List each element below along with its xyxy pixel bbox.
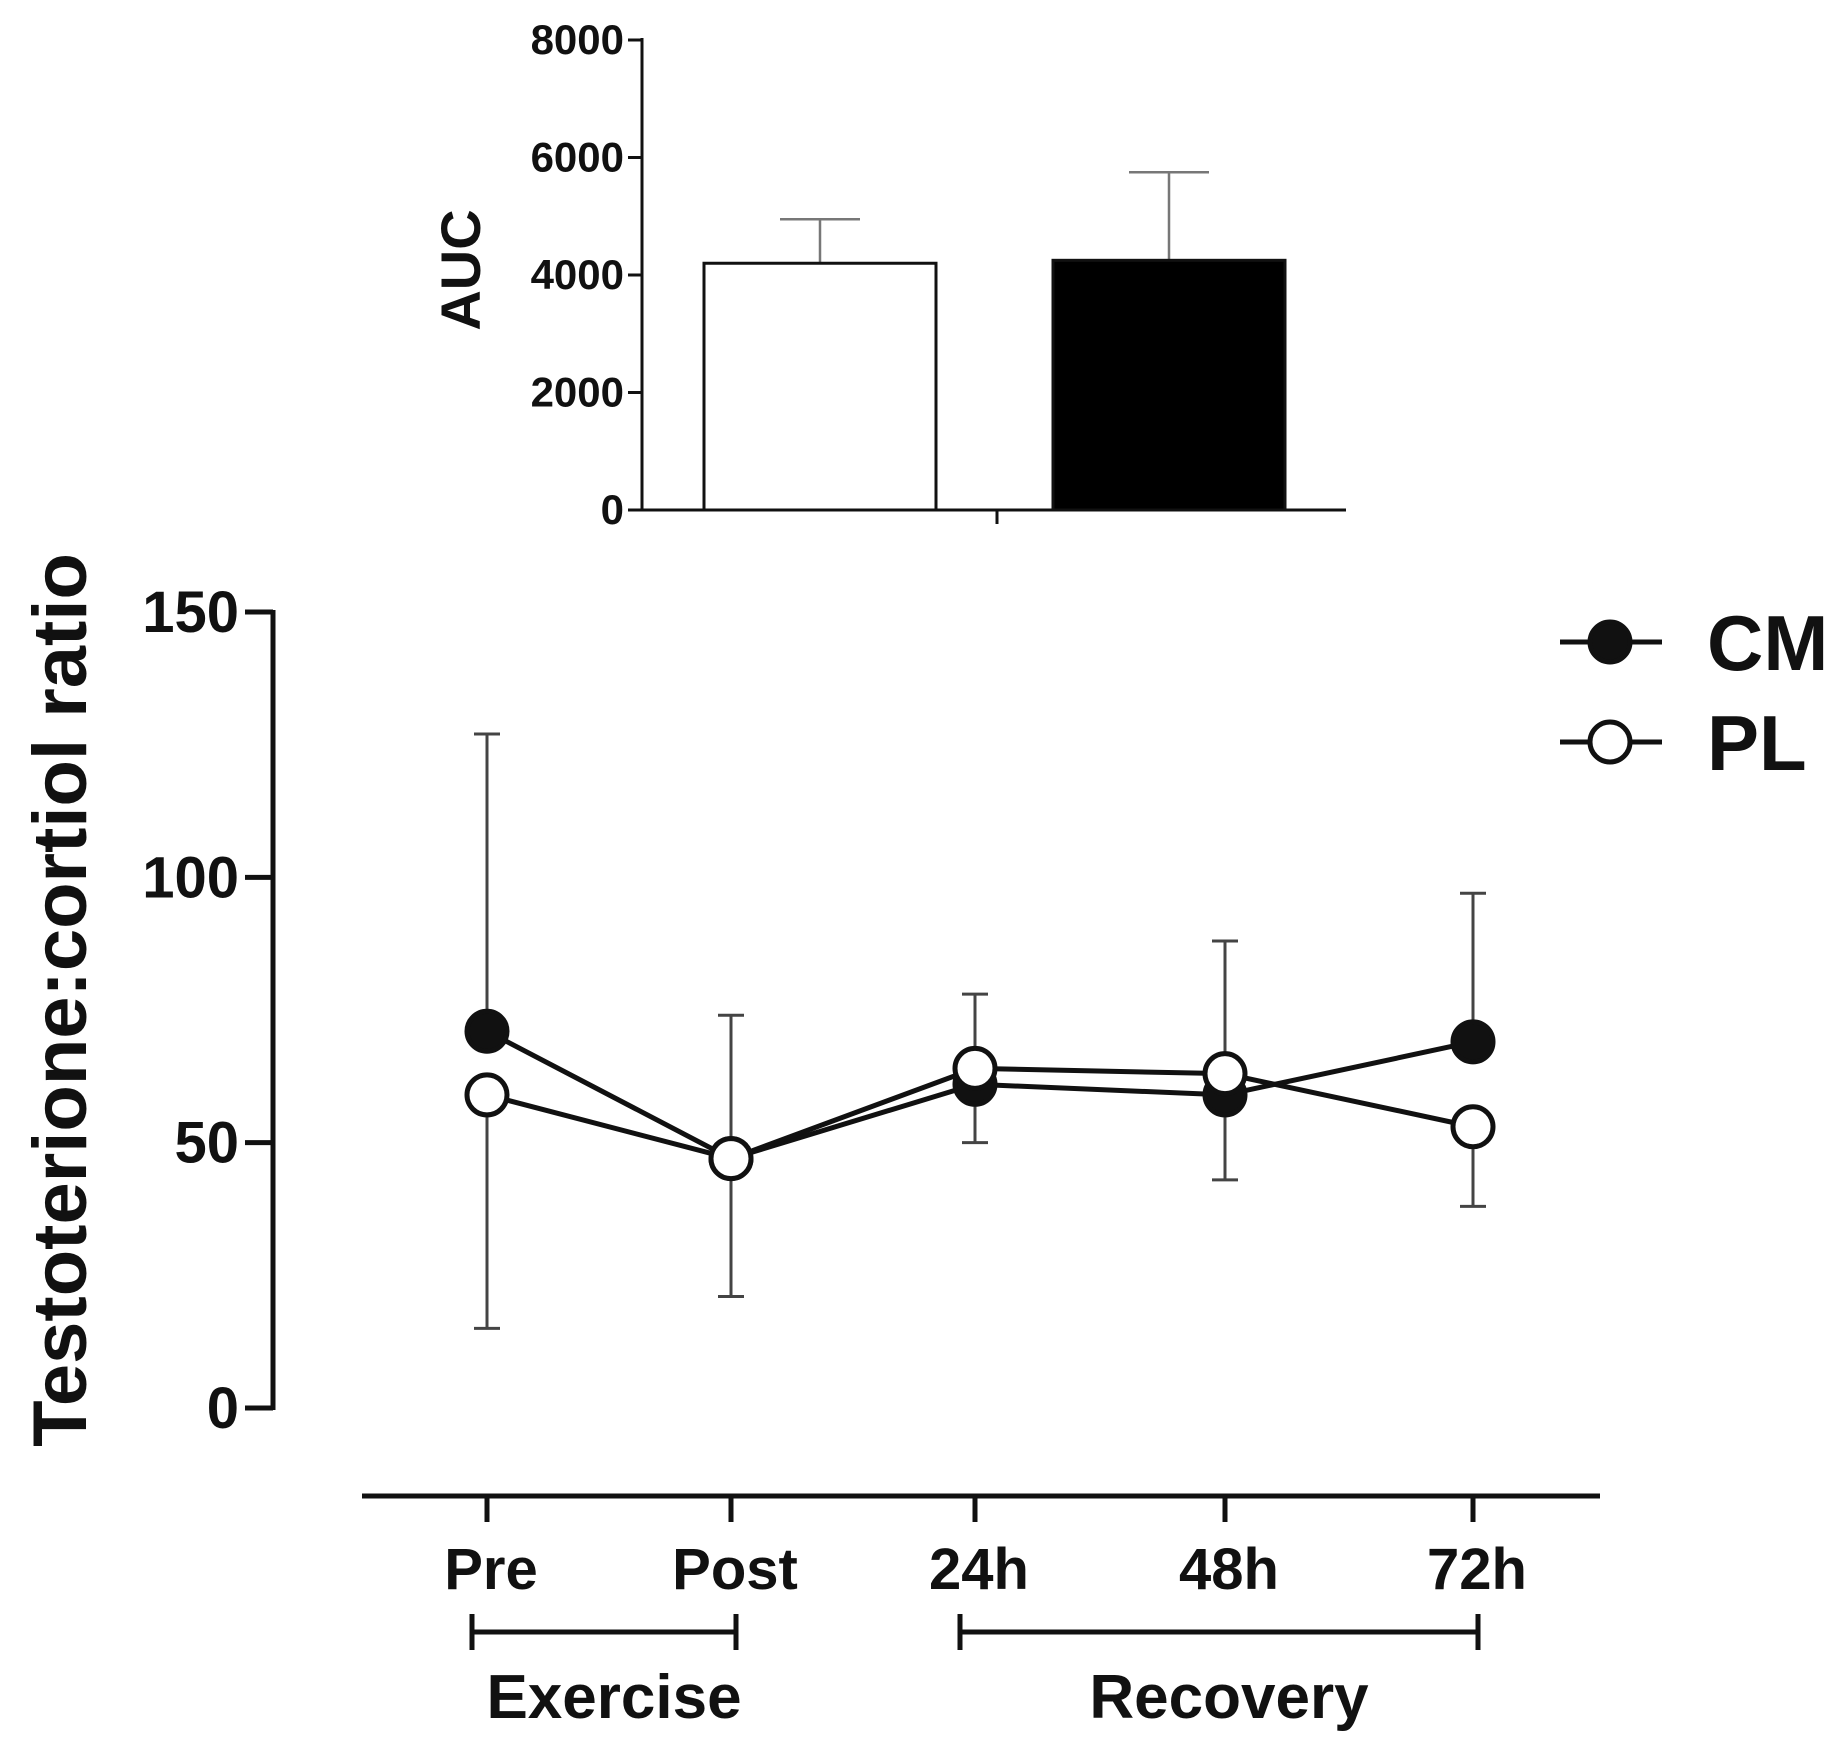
bar-y-tick-label: 2000 — [531, 369, 624, 416]
line-y-axis-label: Testoterione:cortiol ratio — [18, 553, 103, 1447]
line-x-tick-label: Post — [672, 1537, 798, 1602]
bar-cm — [1051, 258, 1287, 512]
line-x-tick-label: 48h — [1179, 1537, 1279, 1602]
ratio-line-chart: 0 50 100 150 Pre Post 24h 48h 72h Testoterione:co… — [18, 553, 1828, 1732]
legend-label-cm: CM — [1707, 599, 1828, 687]
legend-label-pl: PL — [1707, 699, 1807, 787]
bar-y-tick-label: 6000 — [531, 134, 624, 181]
line-x-tick-label: 72h — [1427, 1537, 1527, 1602]
point-pl — [464, 1072, 510, 1118]
group-label-exercise: Exercise — [486, 1663, 741, 1732]
bar-y-axis-label: AUC — [429, 209, 492, 330]
line-x-tick-label: 24h — [929, 1537, 1029, 1602]
line-x-tick-label: Pre — [444, 1537, 538, 1602]
legend-marker-cm — [1587, 619, 1633, 665]
legend-marker-pl — [1587, 719, 1633, 765]
line-y-tick-label: 0 — [207, 1376, 239, 1441]
point-pl — [1202, 1051, 1248, 1097]
group-label-recovery: Recovery — [1089, 1663, 1369, 1732]
point-pl — [1450, 1104, 1496, 1150]
point-pl — [952, 1045, 998, 1091]
line-y-tick-label: 50 — [174, 1111, 239, 1176]
line-y-tick-label: 150 — [142, 580, 239, 645]
point-cm — [1450, 1019, 1496, 1065]
line-y-tick-label: 100 — [142, 845, 239, 910]
point-cm — [464, 1008, 510, 1054]
auc-bar-chart: 0 2000 4000 6000 8000 AUC — [429, 16, 1346, 533]
bar-y-tick-label: 0 — [601, 486, 624, 533]
point-pl — [708, 1136, 754, 1182]
bar-pl — [702, 261, 938, 512]
bar-y-tick-label: 8000 — [531, 16, 624, 63]
bar-y-tick-label: 4000 — [531, 251, 624, 298]
